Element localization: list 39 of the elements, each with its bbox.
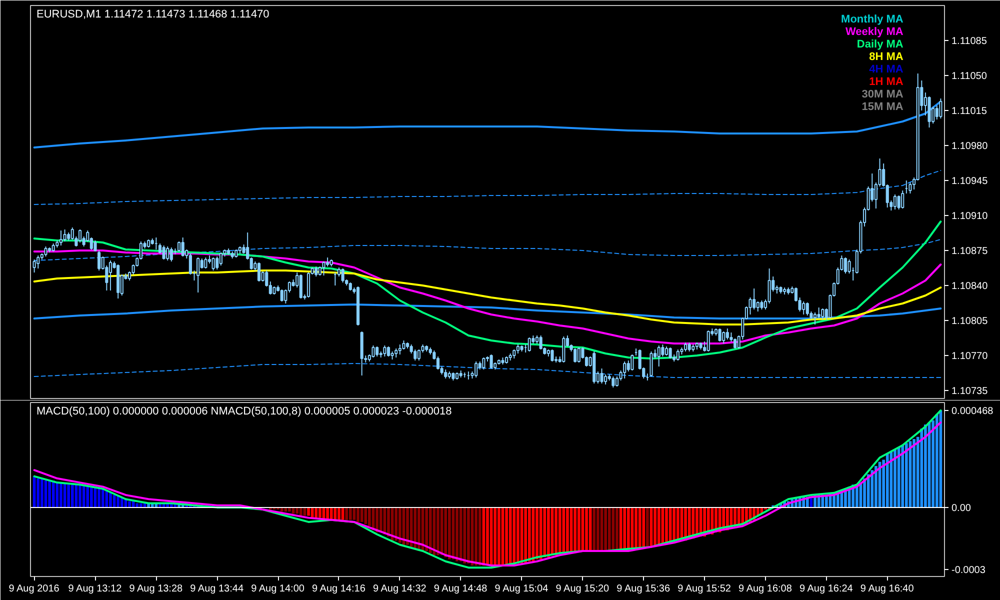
y-tick-label: 1.10945: [952, 176, 988, 187]
legend-label: 15M MA: [862, 101, 904, 113]
x-tick-label: 9 Aug 14:48: [434, 584, 488, 594]
text: Weekly MA: [845, 26, 904, 38]
x-tick-label: 9 Aug 15:36: [616, 584, 670, 594]
x-tick-label: 9 Aug 2016: [8, 584, 60, 594]
legend-label: 30M MA: [862, 88, 904, 100]
y-tick-label: 1.10735: [952, 386, 988, 397]
y-tick-label: 1.10980: [952, 141, 988, 152]
x-tick-label: 9 Aug 15:52: [678, 584, 732, 594]
y-tick-label: 0.000468: [952, 406, 994, 417]
legend-label: Monthly MA: [841, 14, 904, 26]
x-tick-label: 9 Aug 14:16: [312, 584, 366, 594]
y-tick-label: 1.10910: [952, 211, 988, 222]
legend-label: 1H MA: [869, 76, 904, 88]
y-tick-label: 1.11085: [952, 36, 988, 47]
text: 8H MA: [869, 51, 904, 63]
text: Daily MA: [856, 38, 904, 50]
x-tick-label: 9 Aug 16:40: [860, 584, 914, 594]
x-tick-label: 9 Aug 13:12: [68, 584, 122, 594]
y-tick-label: -0.0003: [952, 565, 986, 576]
x-tick-label: 9 Aug 16:24: [799, 584, 854, 594]
y-tick-label: 1.11015: [952, 106, 988, 117]
y-tick-label: 1.10875: [952, 246, 988, 257]
y-tick-label: 1.11050: [952, 71, 988, 82]
y-tick-label: 1.10770: [952, 351, 988, 362]
x-tick-label: 9 Aug 13:28: [129, 584, 184, 594]
chart-title: MACD(50,100) 0.000000 0.000006 NMACD(50,100,8) 0.000005 0.000023 -0.000018: [36, 406, 452, 418]
legend-label: 4H MA: [869, 64, 904, 76]
y-tick-label: 0.00: [952, 502, 972, 514]
x-tick-label: 9 Aug 15:20: [556, 584, 610, 594]
x-tick-label: 9 Aug 14:32: [372, 584, 427, 594]
x-tick-label: 9 Aug 16:08: [738, 584, 792, 594]
x-tick-label: 9 Aug 15:04: [494, 584, 549, 594]
x-tick-label: 9 Aug 14:00: [251, 584, 305, 594]
x-tick-label: 9 Aug 13:44: [190, 584, 244, 594]
y-tick-label: 1.10840: [952, 281, 988, 292]
chart-title: EURUSD,M1 1.11472 1.11473 1.11468 1.11470: [36, 8, 270, 20]
y-tick-label: 1.10805: [952, 316, 988, 327]
